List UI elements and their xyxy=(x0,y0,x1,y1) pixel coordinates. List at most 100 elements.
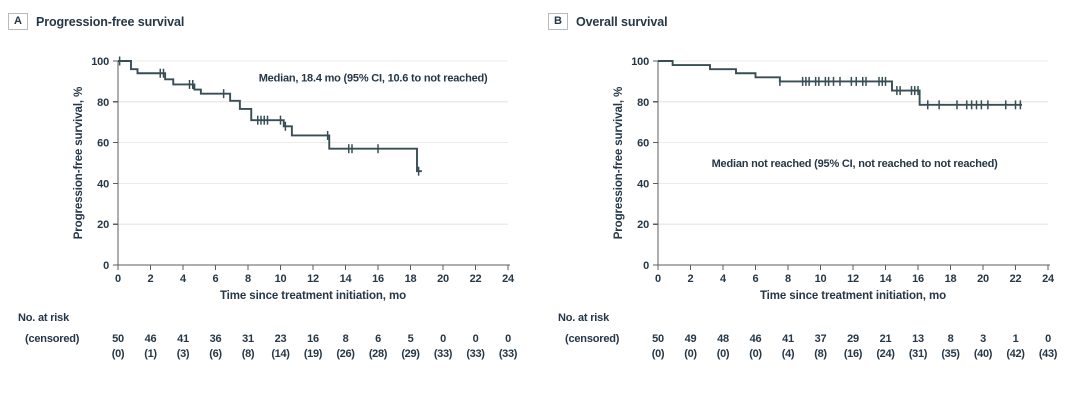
at-risk-count: 13 xyxy=(912,333,924,345)
at-risk-count: 37 xyxy=(815,333,827,345)
at-risk-count: 16 xyxy=(307,333,319,345)
x-tick-label: 0 xyxy=(115,273,121,285)
x-tick-label: 6 xyxy=(753,273,759,285)
censor-marks xyxy=(779,76,1022,110)
at-risk-count: 8 xyxy=(343,333,349,345)
x-tick-label: 22 xyxy=(470,273,482,285)
x-tick-label: 12 xyxy=(847,273,859,285)
y-tick-label: 0 xyxy=(103,260,109,272)
censored-count: (6) xyxy=(209,348,222,360)
censored-count: (8) xyxy=(814,348,827,360)
x-tick-label: 6 xyxy=(213,273,219,285)
at-risk-count: 36 xyxy=(210,333,222,345)
median-annotation: Median, 18.4 mo (95% CI, 10.6 to not rea… xyxy=(259,72,488,84)
x-tick-label: 16 xyxy=(912,273,924,285)
censored-count: (0) xyxy=(717,348,730,360)
y-tick-label: 100 xyxy=(91,56,109,68)
y-tick-label: 100 xyxy=(631,56,649,68)
at-risk-count: 0 xyxy=(1045,333,1051,345)
y-tick-label: 0 xyxy=(643,260,649,272)
censored-count: (28) xyxy=(369,348,388,360)
y-axis-title: Progression-free survival, % xyxy=(73,87,85,240)
risk-table-censored-label: (censored) xyxy=(565,333,620,345)
censored-count: (33) xyxy=(434,348,453,360)
censored-count: (19) xyxy=(304,348,323,360)
at-risk-count: 29 xyxy=(847,333,859,345)
panel-b-header: B Overall survival xyxy=(548,13,668,30)
x-tick-label: 4 xyxy=(720,273,727,285)
risk-table-label: No. at risk xyxy=(558,312,610,324)
x-tick-label: 24 xyxy=(1042,273,1055,285)
censor-marks xyxy=(118,56,420,176)
y-tick-label: 80 xyxy=(97,97,109,109)
censored-count: (33) xyxy=(499,348,518,360)
x-tick-label: 18 xyxy=(405,273,417,285)
censored-count: (43) xyxy=(1039,348,1058,360)
y-tick-label: 20 xyxy=(637,219,649,231)
censored-count: (0) xyxy=(112,348,125,360)
at-risk-count: 5 xyxy=(408,333,414,345)
at-risk-count: 0 xyxy=(440,333,446,345)
at-risk-count: 48 xyxy=(717,333,729,345)
at-risk-count: 21 xyxy=(880,333,892,345)
censored-count: (35) xyxy=(941,348,960,360)
x-tick-label: 14 xyxy=(340,273,353,285)
y-tick-label: 40 xyxy=(637,178,649,190)
panel-b-letter-badge: B xyxy=(548,13,568,30)
y-axis-title: Progression-free survival, % xyxy=(613,87,625,240)
censored-count: (16) xyxy=(844,348,863,360)
y-tick-label: 80 xyxy=(637,97,649,109)
y-tick-label: 60 xyxy=(637,138,649,150)
at-risk-count: 46 xyxy=(750,333,762,345)
x-tick-label: 2 xyxy=(688,273,694,285)
y-tick-label: 20 xyxy=(97,219,109,231)
km-curve xyxy=(118,60,422,173)
x-tick-label: 20 xyxy=(437,273,449,285)
censored-count: (8) xyxy=(242,348,255,360)
at-risk-count: 50 xyxy=(112,333,124,345)
censored-count: (14) xyxy=(271,348,290,360)
x-tick-label: 12 xyxy=(307,273,319,285)
at-risk-count: 23 xyxy=(275,333,287,345)
risk-table-label: No. at risk xyxy=(18,312,70,324)
at-risk-count: 8 xyxy=(948,333,954,345)
x-tick-label: 10 xyxy=(815,273,827,285)
censored-count: (0) xyxy=(684,348,697,360)
censored-count: (0) xyxy=(749,348,762,360)
at-risk-count: 49 xyxy=(685,333,697,345)
censored-count: (40) xyxy=(974,348,993,360)
x-tick-label: 8 xyxy=(245,273,251,285)
panel-a-letter-badge: A xyxy=(8,13,28,30)
censored-count: (4) xyxy=(782,348,795,360)
censored-count: (0) xyxy=(652,348,665,360)
x-axis-title: Time since treatment initiation, mo xyxy=(760,290,946,302)
censored-count: (24) xyxy=(876,348,895,360)
x-tick-label: 16 xyxy=(372,273,384,285)
risk-table-censored-label: (censored) xyxy=(25,333,80,345)
median-annotation: Median not reached (95% CI, not reached … xyxy=(712,158,999,170)
x-tick-label: 14 xyxy=(880,273,893,285)
y-tick-label: 40 xyxy=(97,178,109,190)
panel-a-header: A Progression-free survival xyxy=(8,13,184,30)
y-tick-label: 60 xyxy=(97,138,109,150)
panel-progression-free-survival: A Progression-free survival 0 20 40 60 80 100… xyxy=(8,13,518,360)
at-risk-count: 0 xyxy=(473,333,479,345)
at-risk-count: 6 xyxy=(375,333,381,345)
panel-overall-survival: B Overall survival 0 20 40 60 80 100 0 2 4 6 8 10 12… xyxy=(540,0,1080,400)
censored-count: (42) xyxy=(1006,348,1025,360)
at-risk-count: 46 xyxy=(145,333,157,345)
censored-count: (31) xyxy=(909,348,928,360)
at-risk-count: 31 xyxy=(242,333,254,345)
x-tick-label: 18 xyxy=(945,273,957,285)
panel-b-title: Overall survival xyxy=(575,14,668,29)
censored-count: (33) xyxy=(466,348,485,360)
x-tick-label: 22 xyxy=(1010,273,1022,285)
at-risk-count: 41 xyxy=(177,333,189,345)
at-risk-count: 1 xyxy=(1013,333,1019,345)
x-tick-label: 8 xyxy=(785,273,791,285)
at-risk-count: 3 xyxy=(980,333,986,345)
censored-count: (1) xyxy=(144,348,157,360)
x-tick-label: 20 xyxy=(977,273,989,285)
